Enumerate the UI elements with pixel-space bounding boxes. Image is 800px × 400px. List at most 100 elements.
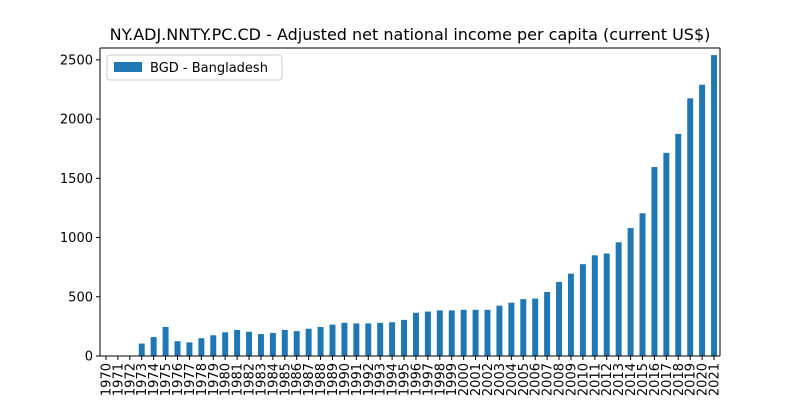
x-tick-label-2019: 2019 — [684, 363, 699, 396]
y-tick-label-1000: 1000 — [60, 231, 93, 246]
x-tick-label-1975: 1975 — [159, 363, 174, 396]
x-tick-label-2006: 2006 — [529, 363, 544, 396]
x-tick-label-1991: 1991 — [350, 363, 365, 396]
x-tick-label-2011: 2011 — [588, 363, 603, 396]
x-tick-label-2000: 2000 — [457, 363, 472, 396]
x-tick-label-1984: 1984 — [266, 363, 281, 396]
x-tick-label-1990: 1990 — [338, 363, 353, 396]
bar-1990 — [341, 322, 348, 356]
bar-2001 — [472, 309, 479, 356]
legend: BGD - Bangladesh — [106, 54, 283, 81]
x-tick-label-2008: 2008 — [553, 363, 568, 396]
y-tick-label-0: 0 — [85, 350, 93, 365]
x-tick-label-1992: 1992 — [362, 363, 377, 396]
x-tick-label-1985: 1985 — [278, 363, 293, 396]
bar-2012 — [603, 253, 610, 356]
bar-2010 — [579, 264, 586, 356]
x-tick-label-2012: 2012 — [600, 363, 615, 396]
legend-box — [106, 54, 283, 81]
bar-1987 — [305, 328, 312, 356]
x-tick-label-2017: 2017 — [660, 363, 675, 396]
x-tick-label-1972: 1972 — [123, 363, 138, 396]
plot-area: 0 500 1000 1500 2000 2500 19701971197219731974… — [60, 47, 723, 396]
x-tick-label-1986: 1986 — [290, 363, 305, 396]
x-tick-label-1994: 1994 — [386, 363, 401, 396]
x-tick-label-1977: 1977 — [183, 363, 198, 396]
bar-1988 — [317, 326, 324, 356]
bar-1993 — [377, 322, 384, 356]
bar-2006 — [532, 298, 539, 356]
x-tick-label-2013: 2013 — [612, 363, 627, 396]
y-tick-label-2500: 2500 — [60, 53, 93, 68]
x-tick-label-2001: 2001 — [469, 363, 484, 396]
bar-2002 — [484, 309, 491, 356]
bar-1992 — [365, 323, 372, 356]
x-tick-label-2009: 2009 — [564, 363, 579, 396]
bar-1977 — [186, 342, 193, 356]
bar-2008 — [556, 281, 563, 356]
bar-2020 — [699, 84, 706, 356]
x-tick-label-1971: 1971 — [111, 363, 126, 396]
bar-2005 — [520, 299, 527, 356]
bar-2015 — [639, 213, 646, 356]
chart-title: NY.ADJ.NNTY.PC.CD - Adjusted net nationa… — [110, 25, 711, 44]
x-tick-label-2021: 2021 — [708, 363, 723, 396]
bar-1975 — [162, 326, 169, 356]
bar-1989 — [329, 324, 336, 356]
x-tick-label-2007: 2007 — [541, 363, 556, 396]
legend-swatch — [114, 62, 142, 72]
bar-2018 — [675, 133, 682, 356]
x-tick-label-1995: 1995 — [398, 363, 413, 396]
x-tick-label-2002: 2002 — [481, 363, 496, 396]
x-tick-label-2005: 2005 — [517, 363, 532, 396]
x-tick-label-1980: 1980 — [219, 363, 234, 396]
bar-1979 — [210, 335, 217, 356]
x-tick-label-1989: 1989 — [326, 363, 341, 396]
bar-1976 — [174, 341, 181, 356]
x-tick-label-2010: 2010 — [576, 363, 591, 396]
bar-1999 — [448, 310, 455, 356]
x-tick-label-2016: 2016 — [648, 363, 663, 396]
x-tick-label-1970: 1970 — [99, 363, 114, 396]
bar-2003 — [496, 305, 503, 356]
x-tick-label-1998: 1998 — [433, 363, 448, 396]
x-tick-label-1987: 1987 — [302, 363, 317, 396]
x-tick-label-1997: 1997 — [421, 363, 436, 396]
bar-2021 — [711, 55, 718, 357]
x-tick-label-2004: 2004 — [505, 363, 520, 396]
bar-1984 — [269, 332, 276, 356]
bar-1973 — [138, 343, 145, 356]
x-tick-label-1988: 1988 — [314, 363, 329, 396]
bar-2000 — [460, 309, 467, 356]
x-tick-label-2018: 2018 — [672, 363, 687, 396]
x-tick-label-1999: 1999 — [445, 363, 460, 396]
x-tick-label-1981: 1981 — [231, 363, 246, 396]
y-tick-label-2000: 2000 — [60, 113, 93, 128]
bar-1983 — [257, 334, 264, 356]
bar-2004 — [508, 302, 515, 356]
x-tick-label-1974: 1974 — [147, 363, 162, 396]
bar-1982 — [246, 331, 253, 356]
bar-2019 — [687, 98, 694, 356]
legend-label: BGD - Bangladesh — [150, 61, 268, 76]
bar-1974 — [150, 337, 157, 356]
x-tick-label-1978: 1978 — [195, 363, 210, 396]
y-tick-label-500: 500 — [68, 290, 93, 305]
x-tick-label-1993: 1993 — [374, 363, 389, 396]
bar-2007 — [544, 292, 551, 356]
x-tick-label-2014: 2014 — [624, 363, 639, 396]
y-tick-label-1500: 1500 — [60, 172, 93, 187]
bar-1997 — [424, 311, 431, 356]
x-tick-label-1983: 1983 — [254, 363, 269, 396]
x-tick-label-1979: 1979 — [207, 363, 222, 396]
x-tick-label-1996: 1996 — [409, 363, 424, 396]
bar-1994 — [389, 322, 396, 356]
bar-2011 — [591, 255, 598, 356]
bar-1980 — [222, 332, 229, 356]
x-tick-label-1982: 1982 — [243, 363, 258, 396]
bar-1995 — [401, 319, 408, 356]
bar-1998 — [436, 310, 443, 356]
bar-1986 — [293, 331, 300, 356]
bar-2016 — [651, 167, 658, 356]
x-tick-label-1973: 1973 — [135, 363, 150, 396]
